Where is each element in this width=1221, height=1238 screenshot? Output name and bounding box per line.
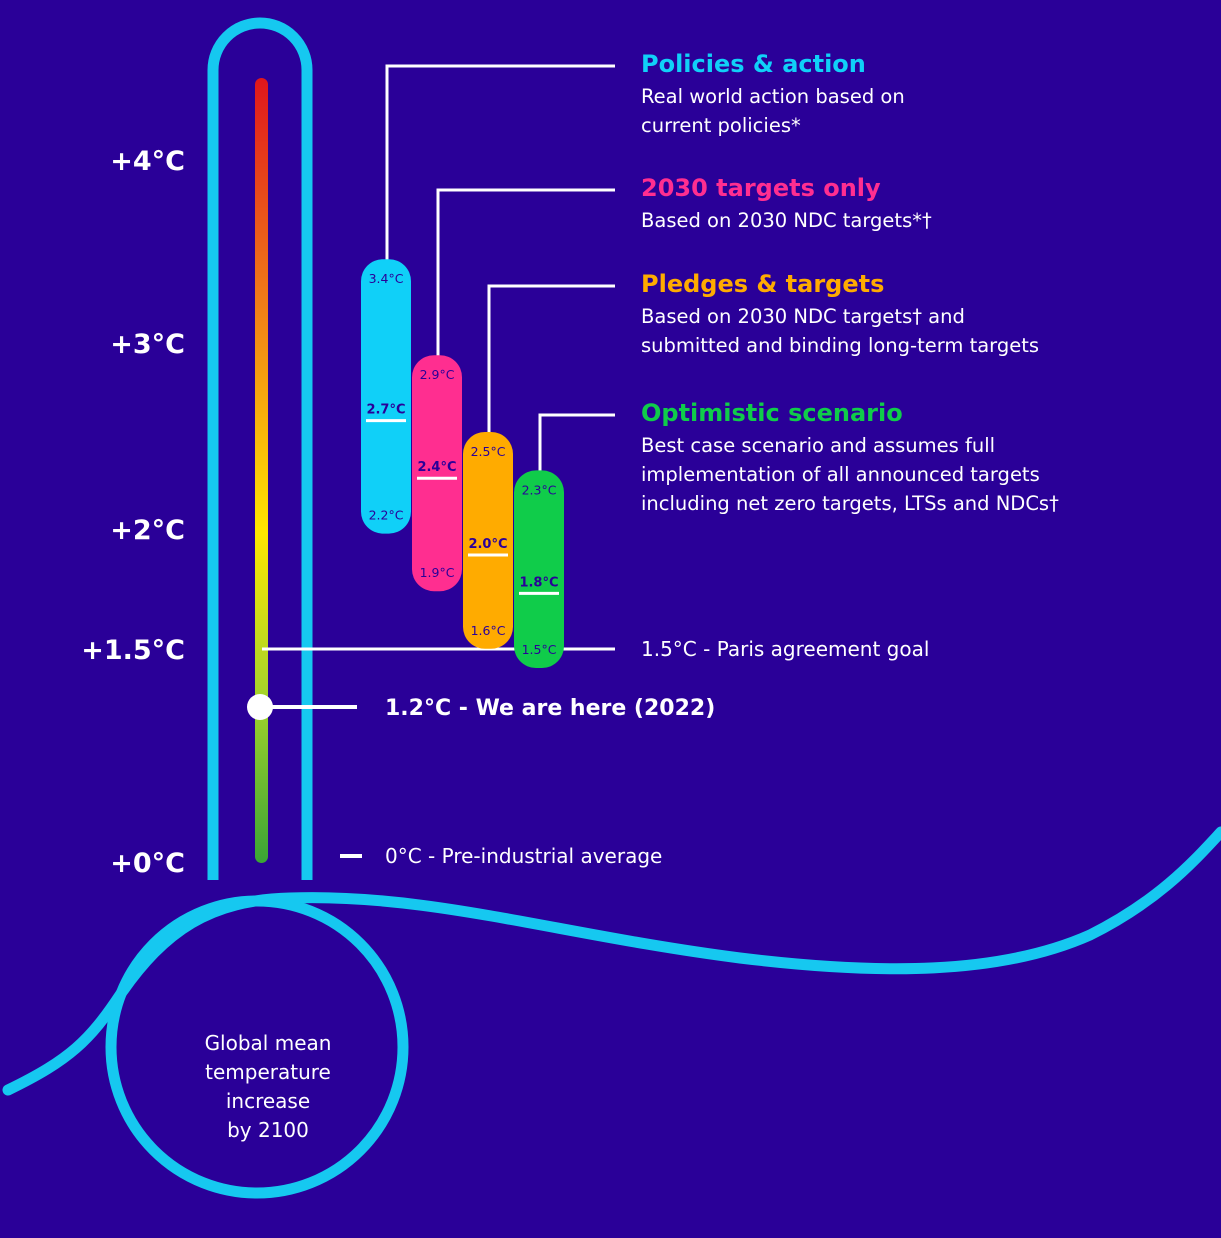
scenario-description: Based on 2030 NDC targets† and: [641, 305, 965, 328]
scenario-title: Optimistic scenario: [641, 399, 903, 427]
scenario-description: Real world action based on: [641, 85, 905, 108]
reference-lines: 1.5°C - Paris agreement goal 0°C - Pre-in…: [262, 637, 929, 868]
scenario-high-label: 2.5°C: [471, 444, 506, 459]
thermometer-bulb: [105, 895, 409, 1199]
scale-tick-label: +4°C: [110, 146, 185, 177]
scenario-high-label: 2.3°C: [522, 482, 557, 497]
scale-tick-label: +2°C: [110, 515, 185, 546]
scenario-range-bar: [361, 259, 411, 534]
pre-industrial-label: 0°C - Pre-industrial average: [385, 844, 662, 868]
scenario-low-label: 1.9°C: [420, 565, 455, 580]
scenario-low-label: 1.5°C: [522, 642, 557, 657]
scenario-title: 2030 targets only: [641, 174, 881, 202]
scenario-connector: [538, 413, 615, 473]
scale-tick-label: +3°C: [110, 329, 185, 360]
scenario-title: Pledges & targets: [641, 270, 884, 298]
scale-tick-label: +0°C: [110, 848, 185, 879]
scenario-description: current policies*: [641, 114, 801, 137]
scenario-central-label: 2.4°C: [417, 460, 456, 475]
bulb-caption-line: temperature: [205, 1060, 331, 1084]
scenario-central-label: 1.8°C: [519, 575, 558, 590]
scenario-description: Based on 2030 NDC targets*†: [641, 209, 932, 232]
scenario-high-label: 3.4°C: [369, 271, 404, 286]
current-marker-group: 1.2°C - We are here (2022): [247, 694, 715, 721]
scenario-legend: Policies & action Real world action based…: [641, 50, 1059, 515]
bulb-caption-line: by 2100: [227, 1118, 309, 1142]
scenario-connector: [487, 284, 615, 434]
scenario-central-label: 2.7°C: [366, 403, 405, 418]
mercury-column: [255, 78, 268, 863]
scenario-connector: [385, 64, 615, 262]
bulb-caption-line: Global mean: [205, 1031, 332, 1055]
scenario-description: Best case scenario and assumes full: [641, 434, 995, 457]
scenario-connectors: [385, 64, 615, 473]
wave-line: [2, 826, 1221, 1096]
scenario-low-label: 2.2°C: [369, 508, 404, 523]
scenario-range-bar: [514, 470, 564, 668]
current-marker-dot: [247, 694, 273, 720]
scenario-high-label: 2.9°C: [420, 367, 455, 382]
scale-tick-label: +1.5°C: [81, 635, 185, 666]
thermometer-outline: [207, 17, 313, 880]
current-marker-label: 1.2°C - We are here (2022): [385, 696, 715, 721]
scenario-description: submitted and binding long-term targets: [641, 334, 1039, 357]
bulb-caption-line: increase: [226, 1089, 310, 1113]
scenario-connector: [436, 188, 615, 358]
scenario-central-label: 2.0°C: [468, 537, 507, 552]
bulb-caption: Global mean temperature increase by 2100: [205, 1031, 332, 1142]
scenario-range-bar: [463, 432, 513, 649]
scenario-range-bar: [412, 355, 462, 592]
scenario-range-bars: 2.7°C 3.4°C 2.2°C 2.4°C 2.9°C 1.9°C 2.0°C 2.5°C…: [361, 259, 564, 668]
paris-goal-label: 1.5°C - Paris agreement goal: [641, 637, 929, 661]
scenario-title: Policies & action: [641, 50, 866, 78]
scale-tick-labels: +4°C +3°C +2°C +1.5°C +0°C: [81, 146, 185, 879]
scenario-low-label: 1.6°C: [471, 623, 506, 638]
scenario-description: implementation of all announced targets: [641, 463, 1040, 486]
scenario-description: including net zero targets, LTSs and NDC…: [641, 492, 1059, 515]
